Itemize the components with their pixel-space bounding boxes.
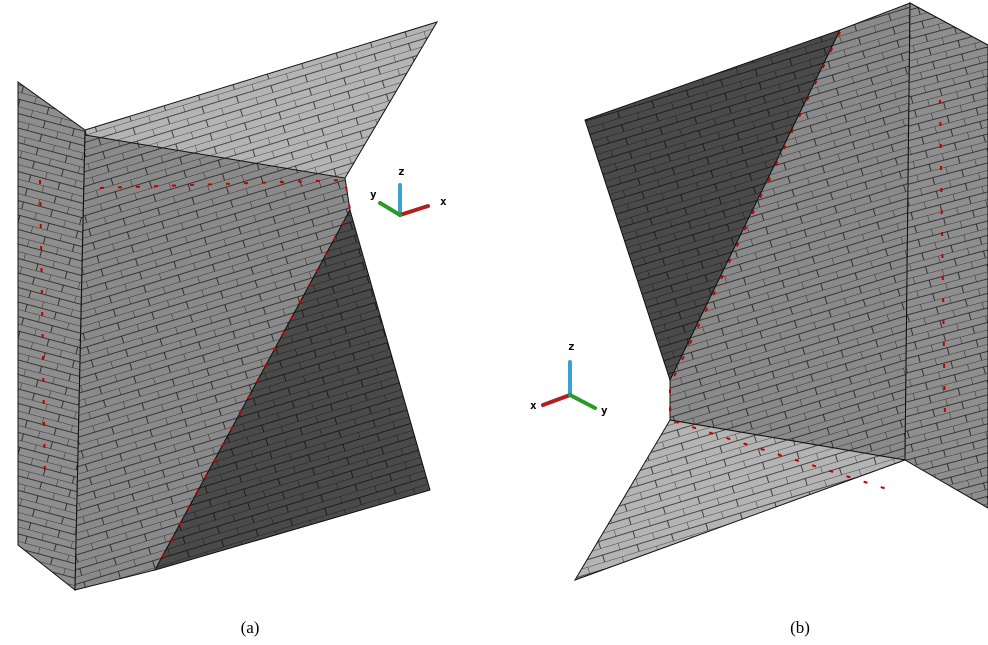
x-arrow [543, 395, 570, 405]
y-arrow [380, 203, 400, 215]
x-arrow [400, 206, 428, 215]
y-arrow [570, 395, 595, 408]
wall-b [575, 3, 988, 580]
axis-label: y [370, 188, 377, 201]
axis-triad [380, 185, 428, 215]
side-wall [905, 3, 988, 508]
page: z x y z x y (a) (b) (() => { const data … [0, 0, 988, 645]
axis-label: y [601, 404, 608, 417]
figure: z x y z x y (a) (b) [0, 0, 988, 645]
axis-triad [543, 362, 595, 408]
caption: (a) [241, 618, 260, 637]
caption: (b) [790, 618, 810, 637]
axis-label: x [440, 195, 447, 208]
wall-a [18, 22, 437, 590]
axis-label: z [568, 340, 575, 353]
axis-label: x [530, 399, 537, 412]
axis-label: z [398, 165, 405, 178]
side-wall [18, 82, 85, 590]
